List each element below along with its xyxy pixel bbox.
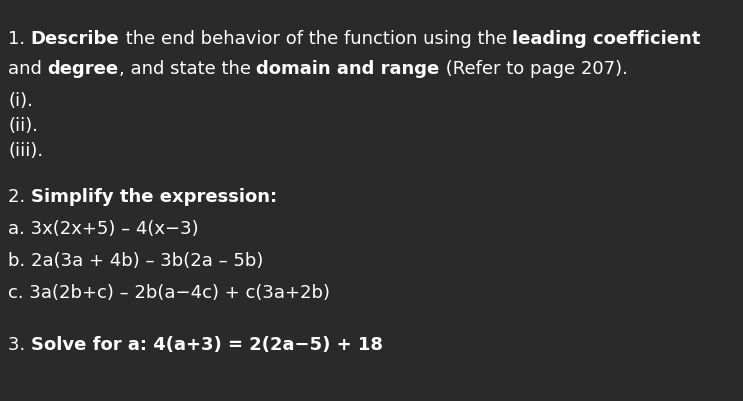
Text: and: and (8, 60, 48, 78)
Text: degree: degree (48, 60, 119, 78)
Text: Describe: Describe (31, 30, 120, 48)
Text: b. 2a(3a + 4b) – 3b(2a – 5b): b. 2a(3a + 4b) – 3b(2a – 5b) (8, 251, 263, 269)
Text: (i).: (i). (8, 92, 33, 110)
Text: (ii).: (ii). (8, 117, 38, 135)
Text: 1.: 1. (8, 30, 31, 48)
Text: the end behavior of the function using the: the end behavior of the function using t… (120, 30, 512, 48)
Text: c. 3a(2b+c) – 2b(a−4c) + c(3a+2b): c. 3a(2b+c) – 2b(a−4c) + c(3a+2b) (8, 283, 330, 301)
Text: domain and range: domain and range (256, 60, 440, 78)
Text: Solve for a: 4(a+3) = 2(2a−5) + 18: Solve for a: 4(a+3) = 2(2a−5) + 18 (31, 335, 383, 353)
Text: Simplify the expression:: Simplify the expression: (31, 188, 277, 205)
Text: (iii).: (iii). (8, 142, 43, 160)
Text: 2.: 2. (8, 188, 31, 205)
Text: a. 3x(2x+5) – 4(x−3): a. 3x(2x+5) – 4(x−3) (8, 219, 198, 237)
Text: 3.: 3. (8, 335, 31, 353)
Text: leading coefficient: leading coefficient (512, 30, 701, 48)
Text: (Refer to page 207).: (Refer to page 207). (440, 60, 628, 78)
Text: , and state the: , and state the (119, 60, 256, 78)
